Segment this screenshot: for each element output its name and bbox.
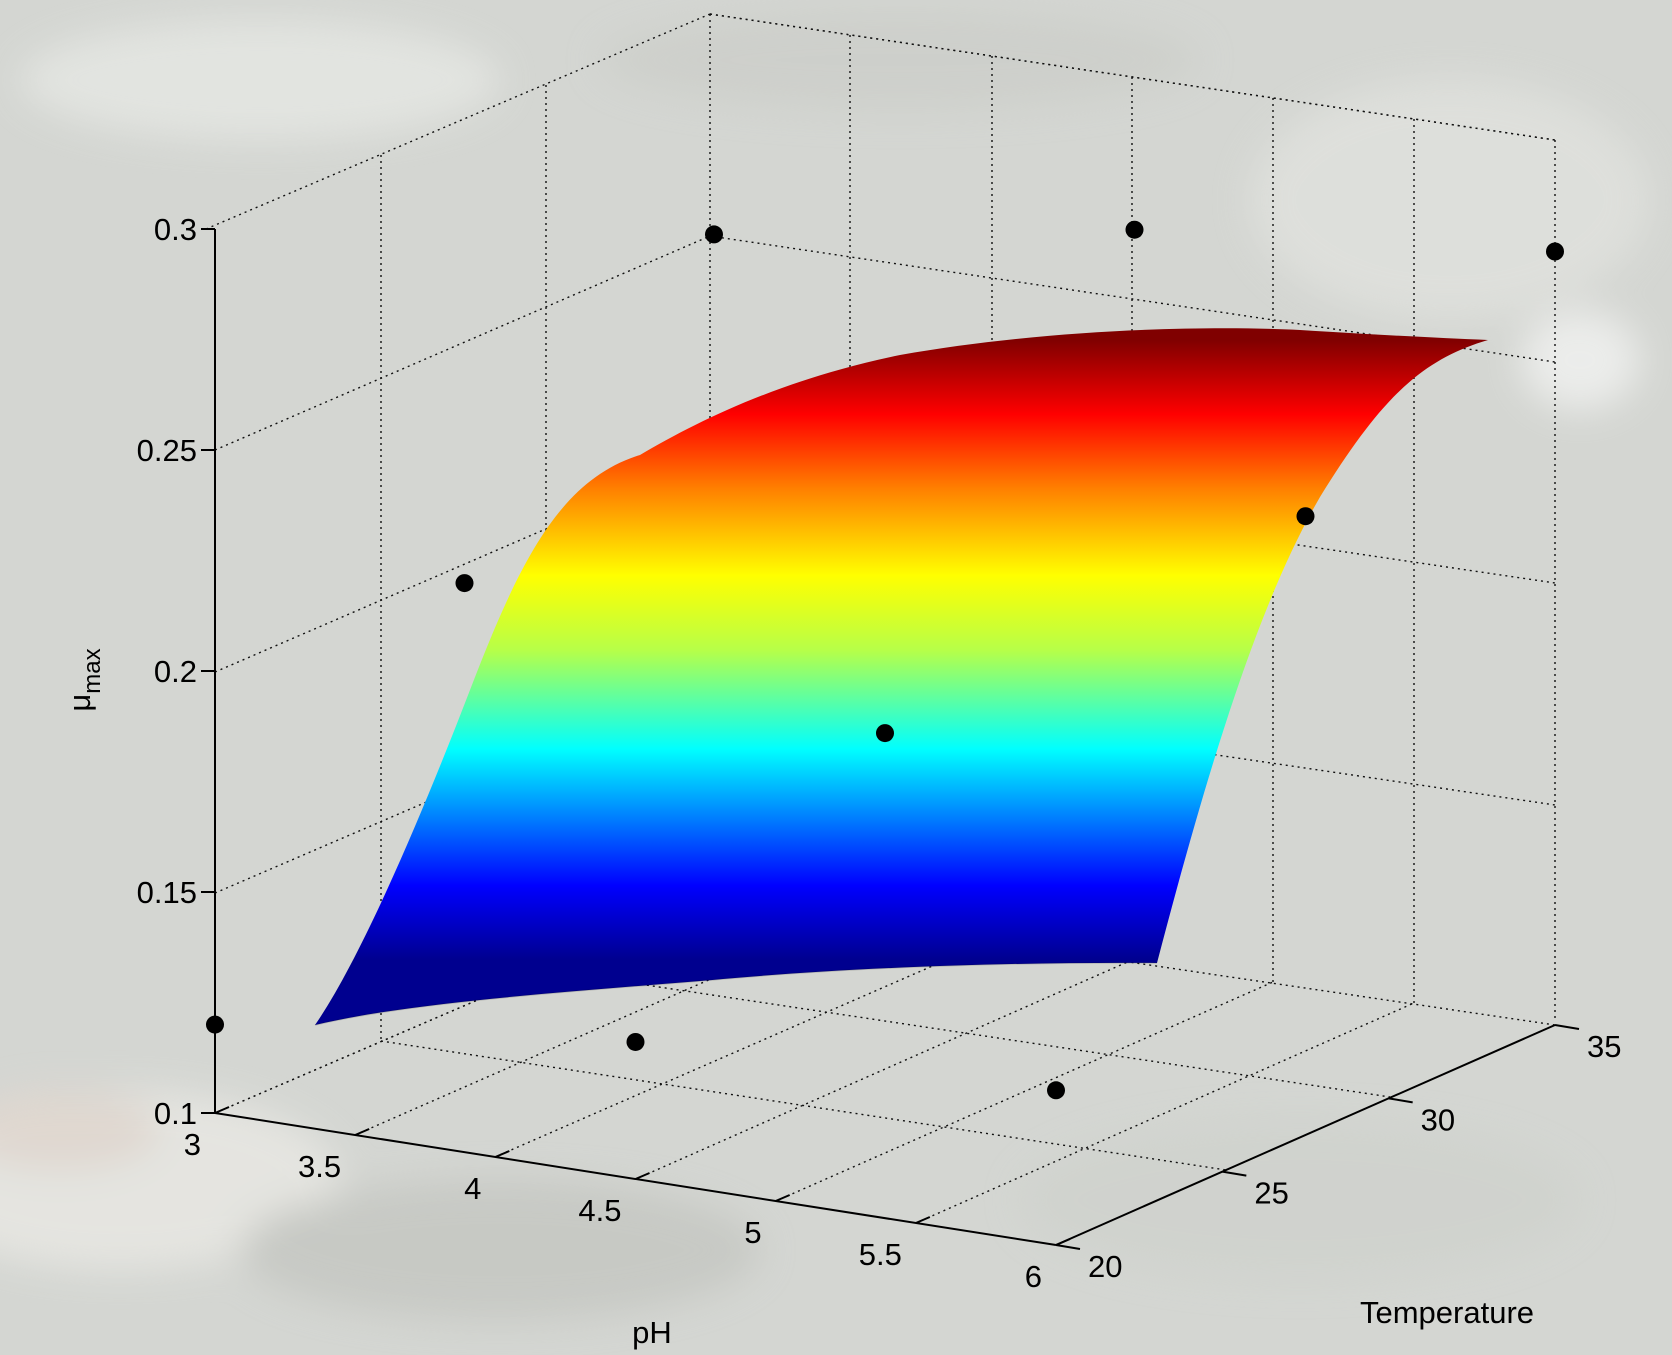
x-tick-mark [635, 1172, 650, 1180]
z-tick-label: 0.1 [154, 1096, 197, 1131]
z-tick-label: 0.2 [154, 654, 197, 689]
x-tick-mark [354, 1128, 370, 1136]
x-tick-label: 3.5 [298, 1149, 341, 1184]
data-point [626, 1032, 645, 1051]
x-tick-label: 5 [744, 1215, 761, 1250]
data-point [455, 574, 474, 593]
z-axis-title-base: μ [62, 694, 97, 712]
data-points [206, 220, 1564, 1100]
x-tick-label: 5.5 [859, 1237, 902, 1272]
data-point [1047, 1081, 1065, 1100]
surface [314, 328, 1488, 1026]
z-tick-label: 0.25 [137, 433, 197, 468]
data-point [1125, 220, 1144, 239]
x-axis-title: pH [632, 1315, 672, 1350]
z-axis-title-sub: max [79, 648, 106, 693]
y-axis-ticks: 20 25 30 35 [1055, 1024, 1621, 1284]
data-point [876, 724, 894, 743]
x-tick-label: 3 [184, 1127, 201, 1162]
data-point [705, 225, 723, 244]
x-tick-label: 4.5 [578, 1193, 621, 1228]
y-tick-label: 30 [1421, 1102, 1455, 1137]
y-tick-label: 25 [1254, 1176, 1288, 1211]
x-tick-mark [775, 1194, 791, 1202]
y-tick-label: 20 [1088, 1249, 1122, 1284]
z-tick-label: 0.15 [137, 875, 197, 910]
y-axis-line [1055, 1024, 1556, 1246]
y-tick-label: 35 [1587, 1029, 1621, 1064]
y-tick-mark [1222, 1170, 1247, 1177]
y-tick-mark [1388, 1097, 1413, 1104]
y-axis-title: Temperature [1360, 1295, 1534, 1330]
data-point [1296, 507, 1315, 526]
x-tick-label: 6 [1025, 1259, 1042, 1294]
y-tick-mark [1554, 1024, 1580, 1030]
x-tick-mark [1055, 1238, 1071, 1246]
x-tick-mark [915, 1216, 931, 1224]
surface-patch [315, 328, 1488, 1025]
z-axis-title: μmax [62, 648, 106, 711]
x-tick-mark [494, 1150, 510, 1158]
x-axis-ticks: 3 3.5 4 4.5 5 5.5 6 [184, 1106, 1071, 1294]
data-point [1546, 242, 1564, 261]
z-tick-label: 0.3 [154, 212, 197, 247]
z-axis-ticks: 0.1 0.15 0.2 0.25 0.3 [137, 212, 215, 1131]
y-tick-mark [1055, 1244, 1081, 1250]
x-tick-mark [214, 1106, 230, 1114]
x-tick-label: 4 [464, 1171, 481, 1206]
